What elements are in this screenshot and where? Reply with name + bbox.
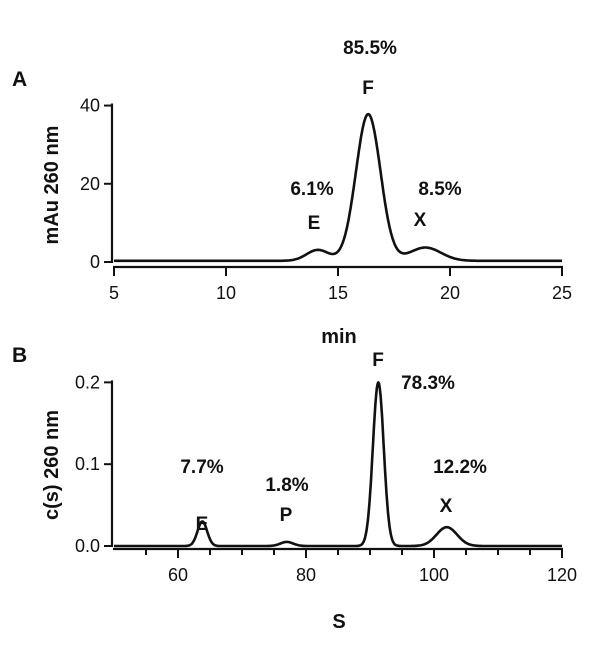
panel-a-ticks: 0 20 40 5 10 15 20 25 [80,96,572,303]
panel-a-axes [110,103,563,269]
peak-label: F [372,350,384,371]
x-tick-label: 80 [296,565,316,585]
y-tick-label: 0.1 [75,454,100,474]
peak-percentage: 8.5% [418,179,461,200]
x-tick-label: 20 [440,283,460,303]
panel-b: B c(s) 260 nm S 0.0 0.1 0.2 60 80 100 120 E 7.7… [12,344,577,633]
peak-label: X [440,496,453,517]
peak-label: P [280,505,293,526]
x-tick-label: 120 [547,565,577,585]
x-tick-label: 15 [328,283,348,303]
panel-b-annotations: E 7.7% P 1.8% F 78.3% X 12.2% [180,350,487,535]
y-tick-label: 0.2 [75,372,100,392]
peak-percentage: 6.1% [290,179,333,200]
x-tick-label: 100 [419,565,449,585]
peak-percentage: 12.2% [433,457,487,478]
panel-b-ticks: 0.0 0.1 0.2 60 80 100 120 [75,372,577,585]
panel-a-letter: A [12,68,27,91]
y-tick-label: 20 [80,174,100,194]
panel-a: A mAu 260 nm min 0 20 40 5 10 15 20 25 E 6.1% F 85… [12,38,572,348]
peak-percentage: 78.3% [401,373,455,394]
panel-b-letter: B [12,344,27,367]
peak-percentage: 7.7% [180,457,223,478]
panel-b-x-axis-label: S [332,611,345,633]
peak-label: X [414,210,427,231]
x-tick-label: 5 [109,283,119,303]
panel-a-x-axis-label: min [321,326,357,348]
panel-a-y-axis-label: mAu 260 nm [41,126,63,245]
x-tick-label: 10 [216,283,236,303]
peak-label: F [362,78,374,99]
panel-b-y-axis-label: c(s) 260 nm [41,410,63,520]
panel-a-annotations: E 6.1% F 85.5% X 8.5% [290,38,461,234]
panel-a-series-line [113,112,563,263]
x-tick-label: 60 [168,565,188,585]
y-tick-label: 0.0 [75,536,100,556]
x-tick-label: 25 [552,283,572,303]
panel-b-series-line [113,381,563,548]
peak-label: E [308,213,321,234]
peak-label: E [196,514,209,535]
peak-percentage: 85.5% [343,38,397,59]
y-tick-label: 0 [90,252,100,272]
y-tick-label: 40 [80,96,100,116]
peak-percentage: 1.8% [265,475,308,496]
